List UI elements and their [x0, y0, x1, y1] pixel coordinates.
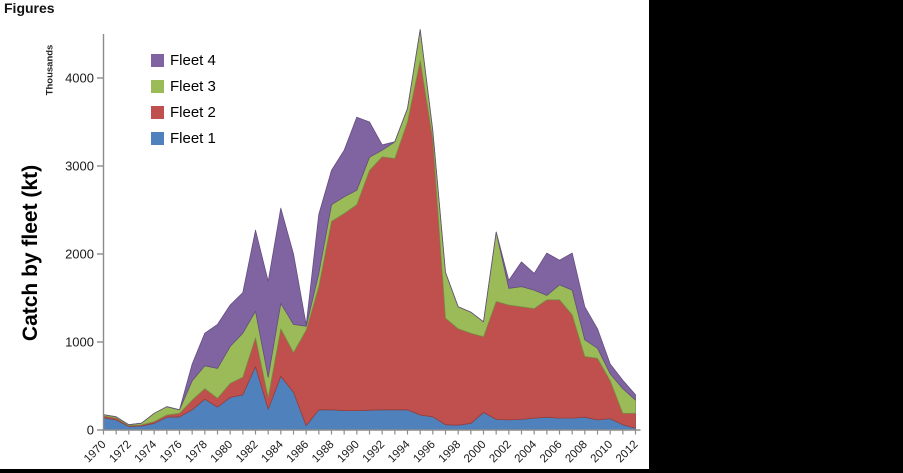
- legend-label: Fleet 3: [170, 77, 216, 95]
- legend-label: Fleet 2: [170, 103, 216, 121]
- x-tick-label: 1982: [234, 439, 261, 466]
- legend-item-fleet-4: Fleet 4: [151, 47, 216, 73]
- fleet-1-swatch-icon: [151, 131, 164, 145]
- y-axis-title: Catch by fleet (kt): [19, 164, 42, 342]
- x-tick-label: 1998: [437, 439, 464, 466]
- y-tick-label: 0: [87, 423, 94, 438]
- area-fleet-4: [103, 29, 636, 426]
- y-tick-label: 4000: [65, 71, 94, 86]
- x-tick-label: 2004: [513, 438, 540, 465]
- chart-legend: Fleet 4 Fleet 3 Fleet 2 Fleet 1: [151, 47, 216, 151]
- y-tick-label: 1000: [65, 335, 94, 350]
- x-tick-label: 1978: [183, 439, 210, 466]
- x-tick-label: 1990: [335, 439, 362, 466]
- fleet-3-swatch-icon: [151, 79, 164, 93]
- catch-by-fleet-stacked-area-chart: 0100020003000400019701972197419761978198…: [65, 29, 641, 466]
- y-axis-units-label: Thousands: [44, 44, 56, 96]
- legend-label: Fleet 4: [170, 51, 216, 69]
- x-tick-label: 1976: [158, 439, 185, 466]
- x-tick-label: 1994: [386, 438, 413, 465]
- legend-item-fleet-2: Fleet 2: [151, 99, 216, 125]
- y-tick-label: 2000: [65, 247, 94, 262]
- x-tick-label: 1986: [285, 439, 312, 466]
- x-tick-label: 2006: [538, 439, 565, 466]
- x-tick-label: 2010: [589, 439, 616, 466]
- x-tick-label: 1988: [310, 439, 337, 466]
- x-tick-label: 1972: [107, 439, 134, 466]
- x-tick-label: 1996: [411, 439, 438, 466]
- x-tick-label: 1992: [361, 439, 388, 466]
- x-tick-label: 2000: [462, 439, 489, 466]
- legend-item-fleet-3: Fleet 3: [151, 73, 216, 99]
- fleet-2-swatch-icon: [151, 105, 164, 119]
- x-tick-label: 1970: [82, 439, 109, 466]
- x-tick-label: 2008: [563, 439, 590, 466]
- x-tick-label: 1974: [133, 438, 160, 465]
- y-tick-label: 3000: [65, 159, 94, 174]
- document-page: Figures 0 1000 2000 3000 4000 1970 1972 1974 197…: [0, 0, 649, 469]
- legend-label: Fleet 1: [170, 129, 216, 147]
- x-tick-label: 1980: [209, 439, 236, 466]
- page-title: Figures: [4, 0, 55, 16]
- x-tick-label: 2002: [487, 439, 514, 466]
- fleet-4-swatch-icon: [151, 53, 164, 67]
- x-tick-label: 2012: [614, 439, 641, 466]
- x-tick-label: 1984: [259, 438, 286, 465]
- legend-item-fleet-1: Fleet 1: [151, 125, 216, 151]
